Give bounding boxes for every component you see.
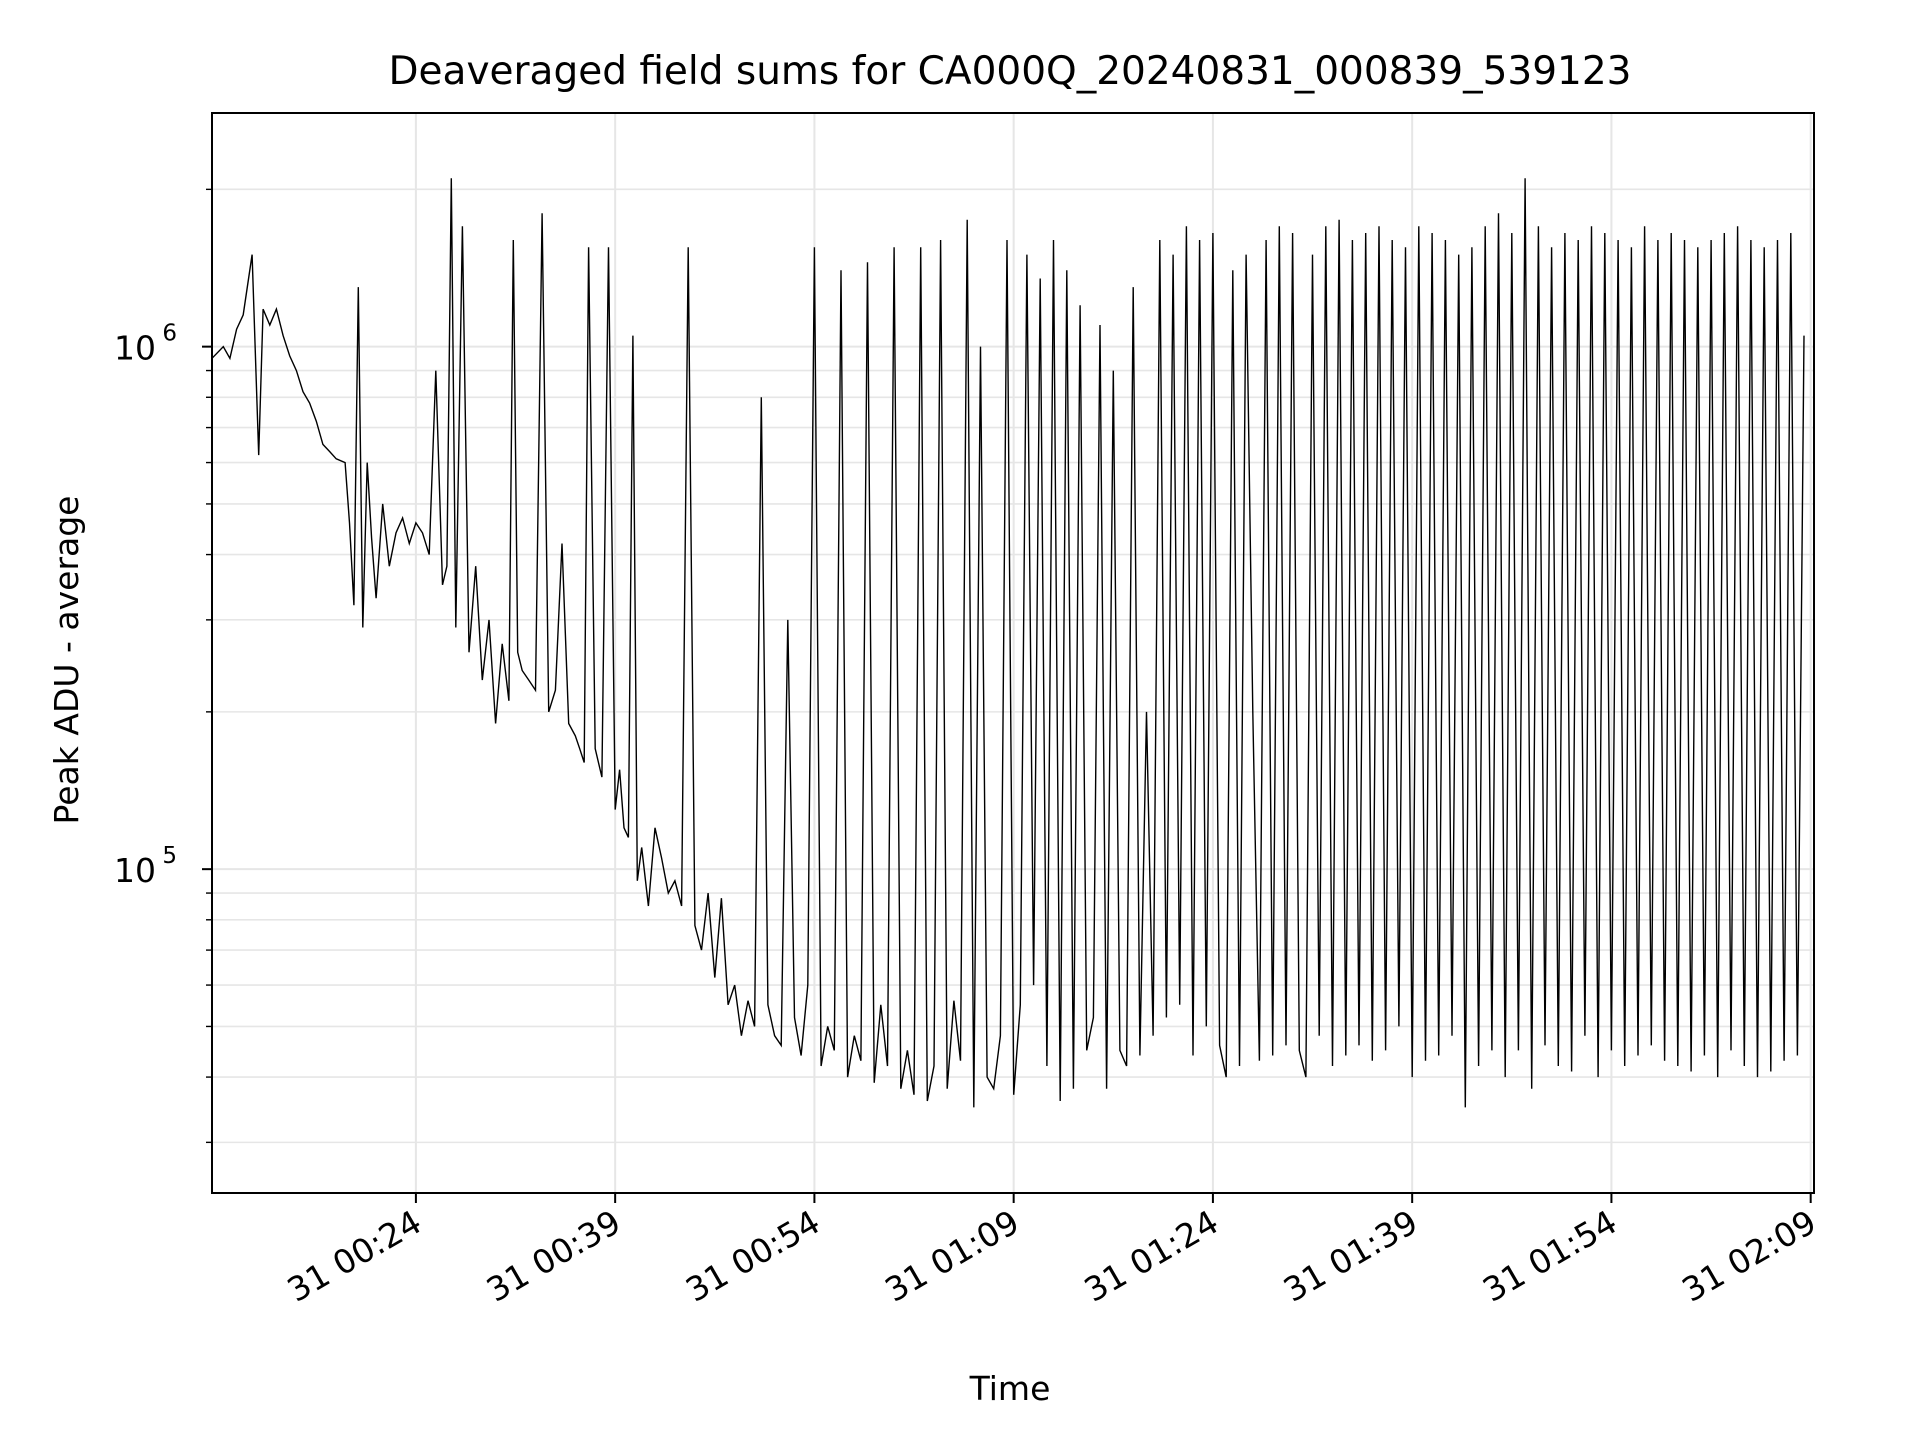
- y-tick-exponent: 5: [162, 843, 177, 869]
- grid: [212, 113, 1814, 1193]
- series: [211, 178, 1805, 1108]
- y-axis-label: Peak ADU - average: [47, 496, 86, 825]
- y-tick-label: 10: [114, 329, 156, 368]
- x-axis-label: Time: [969, 1369, 1051, 1408]
- y-tick-label: 10: [114, 851, 156, 890]
- y-tick-base: 10: [114, 851, 156, 890]
- series-line: [211, 178, 1805, 1108]
- y-tick-base: 10: [114, 329, 156, 368]
- chart-title: Deaveraged field sums for CA000Q_2024083…: [389, 49, 1632, 94]
- y-tick-exponent: 6: [162, 321, 177, 347]
